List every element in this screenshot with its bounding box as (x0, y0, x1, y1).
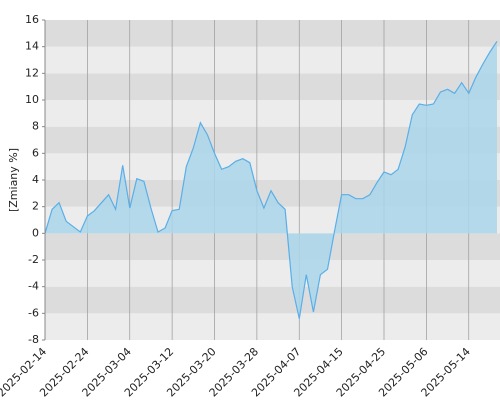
band (45, 20, 500, 47)
y-tick-label: 4 (32, 173, 39, 186)
y-tick-label: -6 (28, 306, 39, 319)
y-axis-label: [Zmiany %] (7, 148, 20, 212)
y-tick-label: 10 (25, 93, 39, 106)
band (45, 46, 500, 74)
band (45, 286, 500, 314)
y-tick-label: 12 (25, 66, 39, 79)
y-tick-label: -8 (28, 333, 39, 346)
y-tick-label: 0 (32, 226, 39, 239)
y-tick-label: 14 (25, 40, 39, 53)
line (44, 40, 498, 319)
band (45, 233, 500, 260)
band (45, 313, 500, 340)
area (45, 41, 497, 319)
y-tick-label: 8 (32, 120, 39, 133)
y-tick-label: 2 (32, 200, 39, 213)
y-tick-label: 6 (32, 146, 39, 159)
y-tick-label: -4 (28, 280, 39, 293)
band (45, 73, 500, 100)
y-tick-label: 16 (25, 13, 39, 26)
band (45, 260, 500, 287)
y-tick-label: -2 (28, 253, 39, 266)
